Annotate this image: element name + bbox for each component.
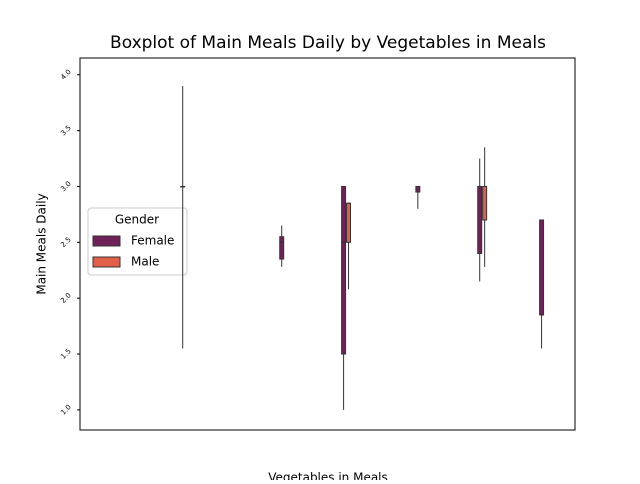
legend-swatch	[92, 256, 121, 268]
y-tick-label: 2.5	[59, 236, 73, 250]
box	[482, 185, 488, 221]
y-tick-label: 1.0	[59, 403, 73, 417]
legend-swatch	[92, 235, 121, 247]
y-tick-label: 1.5	[59, 347, 73, 361]
legend-label: Male	[131, 255, 159, 269]
box	[539, 219, 545, 316]
legend-label: Female	[131, 234, 174, 248]
chart-title: Boxplot of Main Meals Daily by Vegetable…	[110, 33, 546, 53]
box	[279, 236, 285, 260]
legend: Gender Female Male	[87, 207, 188, 276]
box	[346, 202, 352, 243]
y-tick-label: 2.0	[59, 291, 73, 305]
legend-title: Gender	[115, 213, 159, 227]
y-tick-label: 4.0	[59, 68, 73, 82]
plot-frame	[79, 57, 576, 431]
box	[477, 185, 483, 254]
y-axis-label: Main Meals Daily	[35, 193, 49, 294]
y-tick-label: 3.0	[59, 180, 73, 194]
box	[415, 185, 421, 193]
y-tick-label: 3.5	[59, 124, 73, 138]
x-axis-label: Vegetables in Meals	[268, 471, 388, 481]
box	[341, 185, 347, 355]
